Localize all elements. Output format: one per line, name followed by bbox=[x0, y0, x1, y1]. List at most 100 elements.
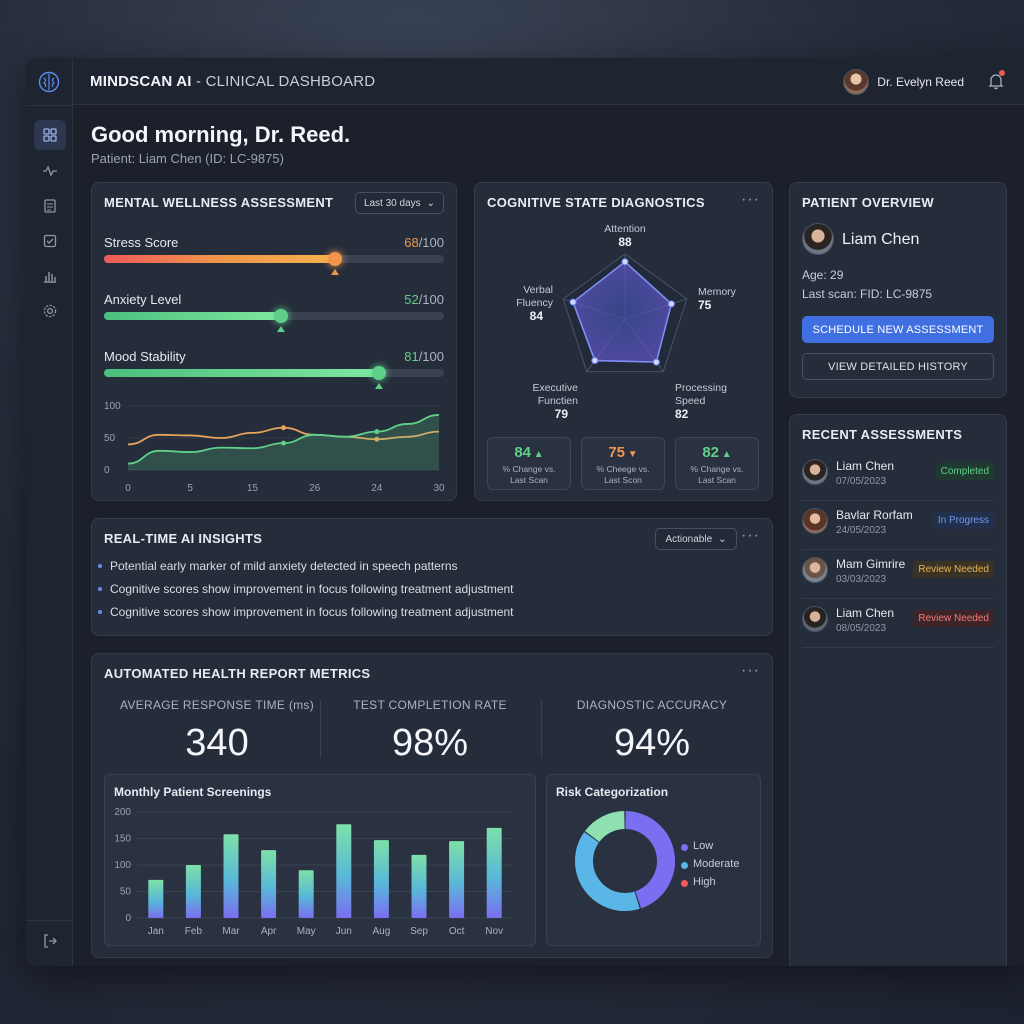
nav-settings[interactable] bbox=[34, 296, 66, 326]
kpi-number: 75 bbox=[608, 444, 625, 461]
list-item[interactable]: Liam Chen 07/05/2023 Completed bbox=[802, 452, 994, 501]
document-icon bbox=[44, 199, 56, 213]
radar-point bbox=[621, 258, 629, 266]
pulse-icon bbox=[43, 165, 57, 177]
metric-slider-handle[interactable] bbox=[273, 309, 288, 323]
grid-icon bbox=[43, 128, 57, 142]
radar-axis-label: Processing bbox=[675, 382, 727, 394]
legend-swatch bbox=[681, 844, 688, 851]
view-history-button[interactable]: VIEW DETAILED HISTORY bbox=[802, 353, 994, 380]
kpi-caption: % Change vs. Last Scan bbox=[676, 464, 758, 486]
gear-icon bbox=[43, 304, 57, 318]
app-title: MINDSCAN AI - CLINICAL DASHBOARD bbox=[90, 73, 375, 90]
patient-name: Liam Chen bbox=[842, 231, 920, 248]
list-item[interactable]: Bavlar Rorfam 24/05/2023 In Progress bbox=[802, 501, 994, 550]
radar-area bbox=[572, 260, 673, 363]
date-range-dropdown[interactable]: Last 30 days ⌄ bbox=[355, 192, 444, 214]
more-options-icon[interactable]: ··· bbox=[741, 191, 760, 208]
bar bbox=[449, 841, 465, 918]
insights-filter-dropdown[interactable]: Actionable ⌄ bbox=[655, 528, 737, 550]
cognitive-diagnostics-card: COGNITIVE STATE DIAGNOSTICS ··· Attentio… bbox=[474, 182, 773, 501]
user-menu[interactable]: Dr. Evelyn Reed bbox=[843, 69, 964, 95]
legend-item: Moderate bbox=[681, 858, 739, 870]
kpi-caption-line: % Change vs. bbox=[502, 464, 556, 474]
list-item[interactable]: Liam Chen 08/05/2023 Review Needed bbox=[802, 599, 994, 648]
radar-axis-label: Speed bbox=[675, 395, 706, 407]
legend-label: Low bbox=[693, 840, 714, 852]
donut-slice bbox=[584, 811, 626, 843]
stat-block: AVERAGE RESPONSE TIME (ms) 340 bbox=[107, 698, 327, 765]
y-tick-label: 100 bbox=[114, 860, 131, 871]
bar bbox=[373, 840, 389, 918]
arrow-down-icon: ▼ bbox=[625, 449, 638, 460]
x-tick-label: 30 bbox=[433, 483, 445, 494]
date-range-label: Last 30 days bbox=[363, 197, 421, 209]
notification-dot bbox=[999, 70, 1005, 76]
legend-item: Low bbox=[681, 840, 714, 852]
kpi-tile: 84 ▲ % Change vs. Last Scan bbox=[487, 437, 571, 490]
brain-logo-icon[interactable] bbox=[38, 71, 60, 93]
avatar bbox=[843, 69, 870, 95]
patient-avatar bbox=[802, 223, 834, 255]
stat-value: 340 bbox=[185, 722, 249, 764]
x-tick-label: Apr bbox=[261, 926, 277, 937]
kpi-caption-line: Last Scan bbox=[510, 475, 548, 485]
more-options-icon[interactable]: ··· bbox=[741, 527, 760, 544]
metric-marker-icon bbox=[375, 383, 384, 389]
data-point bbox=[281, 425, 286, 431]
donut-slice bbox=[624, 811, 675, 909]
logout-button[interactable] bbox=[34, 926, 66, 956]
nav-reports[interactable] bbox=[34, 191, 66, 221]
radar-axis-value: 84 bbox=[530, 309, 544, 323]
avatar bbox=[802, 459, 828, 485]
bar bbox=[298, 870, 314, 918]
assessment-patient-name: Bavlar Rorfam bbox=[836, 508, 913, 522]
radar-point bbox=[652, 358, 660, 366]
radar-axis-label: Functien bbox=[538, 395, 578, 407]
x-tick-label: Jun bbox=[336, 926, 352, 937]
schedule-assessment-button[interactable]: SCHEDULE NEW ASSESSMENT bbox=[802, 316, 994, 343]
list-item[interactable]: Mam Gimrire 03/03/2023 Review Needed bbox=[802, 550, 994, 599]
logout-icon bbox=[44, 934, 57, 948]
brand-name: MINDSCAN AI bbox=[90, 73, 192, 90]
nav-analytics[interactable] bbox=[34, 261, 66, 291]
more-options-icon[interactable]: ··· bbox=[741, 662, 760, 679]
arrow-up-icon: ▲ bbox=[719, 449, 732, 460]
avatar bbox=[802, 557, 828, 583]
nav-activity[interactable] bbox=[34, 156, 66, 186]
metric-slider-handle[interactable] bbox=[328, 252, 343, 266]
metric-marker-icon bbox=[276, 326, 285, 332]
y-tick-label: 200 bbox=[114, 807, 131, 818]
ai-insights-card: REAL-TIME AI INSIGHTS Actionable ⌄ ··· P… bbox=[91, 518, 773, 636]
metric-value: 68/100 bbox=[404, 235, 444, 250]
status-badge: Review Needed bbox=[913, 561, 994, 578]
card-title: MENTAL WELLNESS ASSESSMENT bbox=[104, 195, 334, 210]
arrow-up-icon: ▲ bbox=[531, 449, 544, 460]
kpi-tile: 82 ▲ % Change vs. Last Scan bbox=[675, 437, 759, 490]
patient-subtitle: Patient: Liam Chen (ID: LC-9875) bbox=[91, 151, 284, 166]
metric-max: /100 bbox=[418, 349, 444, 364]
patient-age: Age: 29 bbox=[802, 268, 844, 282]
legend-swatch bbox=[681, 862, 688, 869]
metric-slider-handle[interactable] bbox=[372, 366, 387, 380]
metric-score: 81 bbox=[404, 349, 419, 364]
data-point bbox=[281, 440, 286, 446]
metric-label: Stress Score bbox=[104, 235, 179, 250]
stat-divider bbox=[541, 700, 542, 758]
health-report-card: AUTOMATED HEALTH REPORT METRICS ··· AVER… bbox=[91, 653, 773, 958]
card-title: REAL-TIME AI INSIGHTS bbox=[104, 531, 263, 546]
assessment-date: 07/05/2023 bbox=[836, 476, 887, 487]
card-title: RECENT ASSESSMENTS bbox=[802, 427, 963, 442]
bell-icon[interactable] bbox=[987, 72, 1005, 90]
metric-track bbox=[104, 309, 444, 332]
nav-tasks[interactable] bbox=[34, 226, 66, 256]
kpi-caption: % Change vs. Last Scan bbox=[488, 464, 570, 486]
bar bbox=[411, 854, 427, 918]
x-tick-label: May bbox=[297, 926, 316, 937]
stat-value: 94% bbox=[613, 722, 691, 764]
nav-dashboard[interactable] bbox=[34, 120, 66, 150]
kpi-value: 75 ▼ bbox=[582, 444, 664, 461]
kpi-number: 82 bbox=[702, 444, 719, 461]
sidebar-divider bbox=[26, 920, 73, 921]
chevron-down-icon: ⌄ bbox=[718, 533, 727, 545]
